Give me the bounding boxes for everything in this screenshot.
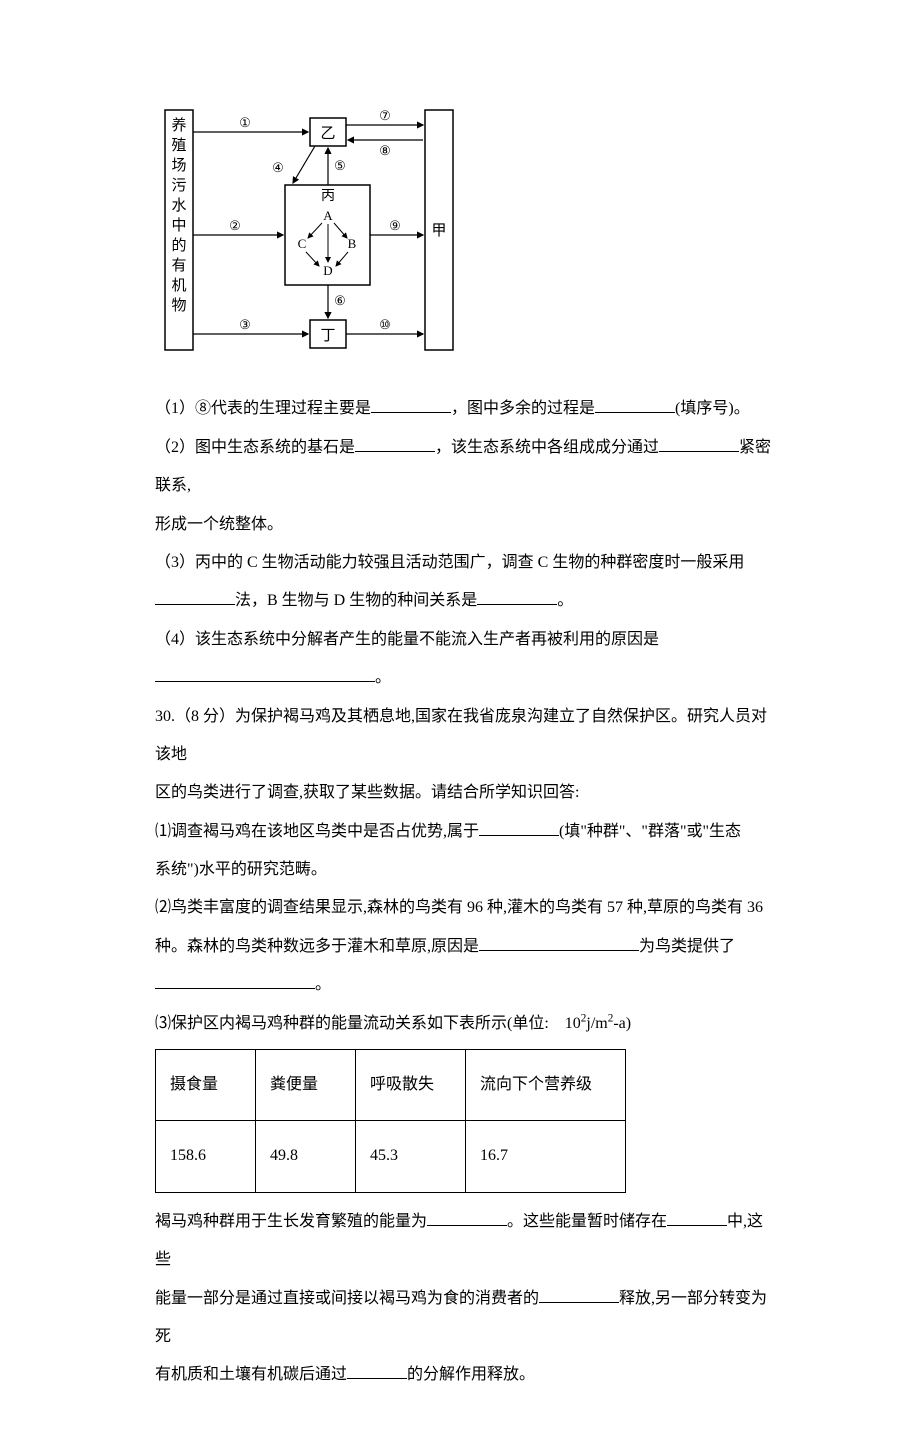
q30-intro-2: 区的鸟类进行了调查,获取了某些数据。请结合所学知识回答: bbox=[155, 774, 775, 812]
svg-text:有: 有 bbox=[171, 257, 186, 274]
q30-2-line3: 。 bbox=[155, 966, 775, 1004]
svg-text:中: 中 bbox=[171, 217, 186, 234]
th-3: 流向下个营养级 bbox=[466, 1050, 626, 1121]
after3-prefix: 有机质和土壤有机碳后通过 bbox=[155, 1366, 347, 1383]
th-0: 摄食量 bbox=[156, 1050, 256, 1121]
q30-3-prefix: ⑶保护区内褐马鸡种群的能量流动关系如下表所示(单位: 10 bbox=[155, 1015, 581, 1032]
energy-table: 摄食量 粪便量 呼吸散失 流向下个营养级 158.6 49.8 45.3 16.… bbox=[155, 1049, 626, 1193]
svg-text:养: 养 bbox=[171, 117, 186, 134]
svg-text:丁: 丁 bbox=[320, 328, 335, 344]
q2-line1: （2）图中生态系统的基石是，该生态系统中各组成成分通过紧密联系, bbox=[155, 429, 775, 506]
q30-1-mid: (填"种群"、"群落"或"生态 bbox=[559, 823, 741, 840]
td-2: 45.3 bbox=[356, 1121, 466, 1192]
q2-line2: 形成一个统整体。 bbox=[155, 506, 775, 544]
blank bbox=[479, 932, 639, 951]
svg-text:①: ① bbox=[239, 115, 251, 130]
q1-suffix: (填序号)。 bbox=[675, 400, 750, 417]
q2-mid: ，该生态系统中各组成成分通过 bbox=[435, 439, 659, 456]
q30-3-unit: j/m bbox=[586, 1015, 607, 1032]
svg-text:⑤: ⑤ bbox=[334, 158, 346, 173]
q4-line1: （4）该生态系统中分解者产生的能量不能流入生产者再被利用的原因是 bbox=[155, 621, 775, 659]
svg-text:污: 污 bbox=[171, 177, 186, 194]
svg-text:④: ④ bbox=[272, 160, 284, 175]
svg-text:殖: 殖 bbox=[171, 137, 186, 154]
svg-text:D: D bbox=[323, 263, 332, 278]
svg-text:丙: 丙 bbox=[321, 189, 335, 204]
svg-text:⑨: ⑨ bbox=[389, 218, 401, 233]
th-1: 粪便量 bbox=[256, 1050, 356, 1121]
svg-text:水: 水 bbox=[171, 197, 186, 214]
q2-prefix: （2）图中生态系统的基石是 bbox=[155, 439, 355, 456]
svg-text:物: 物 bbox=[171, 297, 186, 314]
svg-text:场: 场 bbox=[171, 157, 186, 174]
q30-2-suffix: 为鸟类提供了 bbox=[639, 938, 735, 955]
after1-prefix: 褐马鸡种群用于生长发育繁殖的能量为 bbox=[155, 1213, 427, 1230]
blank bbox=[667, 1207, 727, 1226]
svg-text:②: ② bbox=[229, 218, 241, 233]
table-row: 158.6 49.8 45.3 16.7 bbox=[156, 1121, 626, 1192]
svg-text:B: B bbox=[348, 236, 357, 251]
blank bbox=[347, 1360, 407, 1379]
svg-text:甲: 甲 bbox=[431, 223, 446, 239]
svg-text:C: C bbox=[298, 236, 307, 251]
q1-line1: （1）⑧代表的生理过程主要是 ，图中多余的过程是 (填序号)。 bbox=[155, 390, 775, 428]
blank bbox=[477, 586, 557, 605]
q30-intro-1: 30.（8 分）为保护褐马鸡及其栖息地,国家在我省庞泉沟建立了自然保护区。研究人… bbox=[155, 698, 775, 775]
q1-prefix: （1）⑧代表的生理过程主要是 bbox=[155, 400, 371, 417]
svg-text:⑩: ⑩ bbox=[379, 317, 391, 332]
blank bbox=[155, 970, 315, 989]
svg-text:⑥: ⑥ bbox=[334, 293, 346, 308]
q3-line2: 法，B 生物与 D 生物的种间关系是 。 bbox=[155, 582, 775, 620]
td-1: 49.8 bbox=[256, 1121, 356, 1192]
svg-text:A: A bbox=[323, 208, 333, 223]
q30-after-2: 能量一部分是通过直接或间接以褐马鸡为食的消费者的释放,另一部分转变为死 bbox=[155, 1280, 775, 1357]
blank bbox=[155, 663, 375, 682]
q3-mid: 法，B 生物与 D 生物的种间关系是 bbox=[235, 592, 477, 609]
q30-1-line2: 系统")水平的研究范畴。 bbox=[155, 851, 775, 889]
svg-text:乙: 乙 bbox=[320, 126, 335, 142]
blank bbox=[479, 817, 559, 836]
blank bbox=[539, 1283, 619, 1302]
svg-text:⑦: ⑦ bbox=[379, 108, 391, 123]
th-2: 呼吸散失 bbox=[356, 1050, 466, 1121]
q30-2-line1: ⑵鸟类丰富度的调查结果显示,森林的鸟类有 96 种,灌木的鸟类有 57 种,草原… bbox=[155, 889, 775, 927]
q30-1-prefix: ⑴调查褐马鸡在该地区鸟类中是否占优势,属于 bbox=[155, 823, 479, 840]
blank bbox=[371, 394, 451, 413]
svg-text:机: 机 bbox=[171, 277, 186, 294]
after2-prefix: 能量一部分是通过直接或间接以褐马鸡为食的消费者的 bbox=[155, 1290, 539, 1307]
blank bbox=[659, 433, 739, 452]
q30-after-1: 褐马鸡种群用于生长发育繁殖的能量为。这些能量暂时储存在中,这些 bbox=[155, 1203, 775, 1280]
diagram-svg: 养 殖 场 污 水 中 的 有 机 物 乙 丙 A C B D bbox=[160, 100, 460, 360]
q30-1-line1: ⑴调查褐马鸡在该地区鸟类中是否占优势,属于 (填"种群"、"群落"或"生态 bbox=[155, 813, 775, 851]
q30-2-prefix: 种。森林的鸟类种数远多于灌木和草原,原因是 bbox=[155, 938, 479, 955]
q30-after-3: 有机质和土壤有机碳后通过 的分解作用释放。 bbox=[155, 1356, 775, 1394]
q1-mid: ，图中多余的过程是 bbox=[451, 400, 595, 417]
td-0: 158.6 bbox=[156, 1121, 256, 1192]
after1-mid: 。这些能量暂时储存在 bbox=[507, 1213, 667, 1230]
svg-text:⑧: ⑧ bbox=[379, 143, 391, 158]
blank bbox=[155, 586, 235, 605]
q4-suffix: 。 bbox=[375, 669, 391, 686]
q30-3-end: -a) bbox=[613, 1015, 631, 1032]
q30-3: ⑶保护区内褐马鸡种群的能量流动关系如下表所示(单位: 102j/m2-a) bbox=[155, 1005, 775, 1043]
q3-suffix: 。 bbox=[557, 592, 573, 609]
blank bbox=[355, 433, 435, 452]
svg-text:③: ③ bbox=[239, 317, 251, 332]
q30-2-line3-suffix: 。 bbox=[315, 976, 331, 993]
svg-text:的: 的 bbox=[171, 237, 186, 254]
table-row: 摄食量 粪便量 呼吸散失 流向下个营养级 bbox=[156, 1050, 626, 1121]
flow-diagram: 养 殖 场 污 水 中 的 有 机 物 乙 丙 A C B D bbox=[160, 100, 775, 375]
td-3: 16.7 bbox=[466, 1121, 626, 1192]
q30-2-line2: 种。森林的鸟类种数远多于灌木和草原,原因是 为鸟类提供了 bbox=[155, 928, 775, 966]
after3-suffix: 的分解作用释放。 bbox=[407, 1366, 535, 1383]
q4-line2: 。 bbox=[155, 659, 775, 697]
blank bbox=[595, 394, 675, 413]
q3-line1: （3）丙中的 C 生物活动能力较强且活动范围广，调查 C 生物的种群密度时一般采… bbox=[155, 544, 775, 582]
blank bbox=[427, 1207, 507, 1226]
